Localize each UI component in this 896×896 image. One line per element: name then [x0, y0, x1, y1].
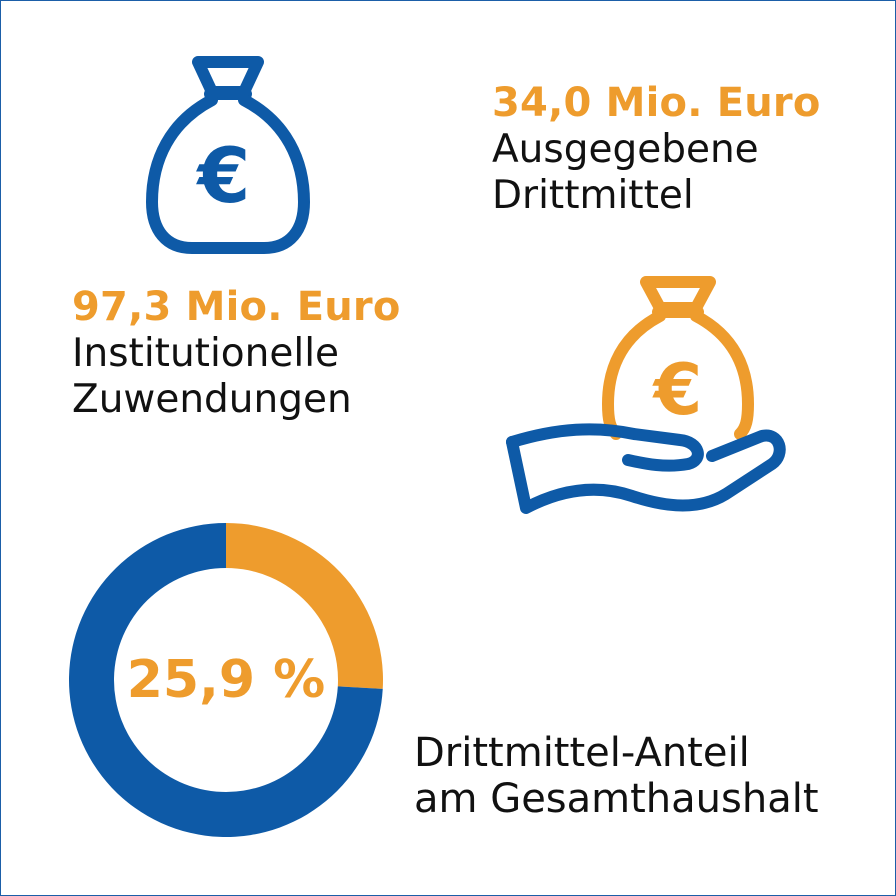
hand-money-bag-euro-icon: € [506, 276, 786, 514]
share-label-line2: am Gesamthaushalt [414, 776, 819, 823]
donut-slice-0 [226, 523, 383, 689]
institutional-funding-label-line1: Institutionelle [72, 331, 340, 377]
share-label-line1: Drittmittel-Anteil [414, 730, 750, 776]
third-party-funds-value: 34,0 Mio. Euro [492, 80, 821, 126]
donut-svg [69, 523, 383, 837]
institutional-funding-value: 97,3 Mio. Euro [72, 284, 401, 330]
share-donut-chart: 25,9 % [68, 522, 384, 838]
third-party-funds-label-line1: Ausgegebene [492, 127, 759, 173]
third-party-funds-stat: 34,0 Mio. Euro Ausgegebene Drittmittel [492, 80, 821, 219]
euro-symbol: € [652, 349, 703, 431]
euro-symbol: € [196, 131, 251, 220]
institutional-funding-label-line2: Zuwendungen [72, 377, 352, 423]
donut-center-label: 25,9 % [126, 650, 326, 710]
third-party-funds-label-line2: Drittmittel [492, 173, 694, 219]
institutional-funding-stat: 97,3 Mio. Euro Institutionelle Zuwendung… [72, 284, 401, 423]
share-stat: Drittmittel-Anteil am Gesamthaushalt [414, 730, 819, 823]
money-bag-euro-icon: € [146, 56, 310, 254]
